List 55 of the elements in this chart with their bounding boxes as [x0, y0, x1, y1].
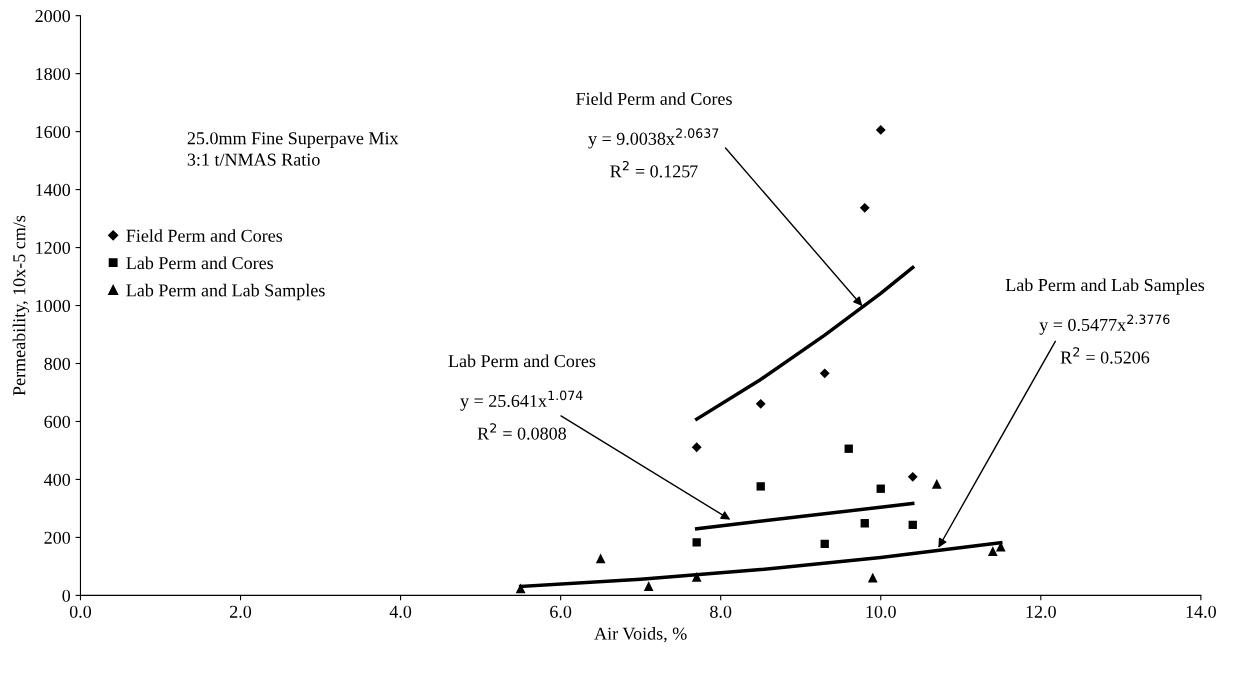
annotation: Field Perm and Cores [576, 92, 732, 105]
y-tick-label: 1800 [36, 67, 71, 81]
annotation: R$^{2}$ = 0.5206 [1060, 347, 1150, 364]
x-tick-label: 6.0 [550, 605, 572, 618]
annotation: y = 0.5477x$^{2.3776}$ [1039, 314, 1170, 335]
y-tick-label: 800 [44, 357, 71, 370]
x-tick-label: 10.0 [866, 605, 896, 618]
x-tick-label: 12.0 [1026, 605, 1056, 618]
point [876, 484, 885, 493]
y-tick-label: 0 [62, 589, 71, 602]
point [820, 539, 829, 548]
point [595, 553, 606, 564]
point [907, 471, 918, 482]
point [819, 368, 830, 379]
legend-label: Lab Perm and Cores [126, 256, 274, 270]
x-tick-label: 4.0 [389, 605, 412, 618]
y-tick-label: 400 [44, 473, 71, 486]
point [908, 520, 917, 530]
annotation: 25.0mm Fine Superpave Mix 3:1 t/NMAS Ratio [187, 132, 399, 166]
y-tick-label: 1200 [36, 241, 71, 255]
y-tick-label: 2000 [35, 9, 71, 23]
point [931, 478, 942, 489]
y-axis-title: Permeability, 10x-5 cm/s [12, 215, 30, 396]
legend-label: Field Perm and Cores [126, 229, 283, 242]
point [755, 398, 766, 409]
x-tick-label: 2.0 [230, 605, 252, 618]
point [987, 546, 998, 556]
line-series [694, 265, 915, 421]
annotation: R$^{2}$ = 0.1257 [610, 160, 698, 178]
point [859, 202, 870, 213]
y-tick-label: 1000 [36, 299, 71, 312]
point [756, 482, 765, 491]
point [692, 538, 701, 547]
x-tick-label: 14.0 [1186, 605, 1216, 618]
point [691, 571, 702, 582]
y-tick-label: 200 [44, 531, 71, 544]
legend-label: Lab Perm and Lab Samples [126, 283, 325, 301]
point [844, 444, 853, 453]
annotation: y = 9.0038x$^{2.0637}$ [588, 128, 719, 149]
point [867, 572, 878, 583]
x-axis-title: Air Voids, % [594, 627, 687, 643]
y-tick-label: 1400 [36, 183, 71, 197]
x-tick-label: 8.0 [710, 605, 732, 618]
annotation: y = 25.641x$^{1.074}$ [460, 390, 583, 411]
point [643, 581, 654, 591]
point [860, 519, 869, 528]
y-tick-label: 1600 [36, 125, 71, 139]
y-tick-label: 600 [44, 415, 71, 428]
annotation: Lab Perm and Lab Samples [1005, 278, 1205, 295]
x-tick-label: 0.0 [69, 605, 92, 618]
annotation: R$^{2}$ = 0.0808 [477, 423, 567, 440]
annotation: Lab Perm and Cores [448, 354, 596, 368]
point [691, 442, 702, 453]
point [875, 124, 886, 135]
point [515, 583, 526, 594]
